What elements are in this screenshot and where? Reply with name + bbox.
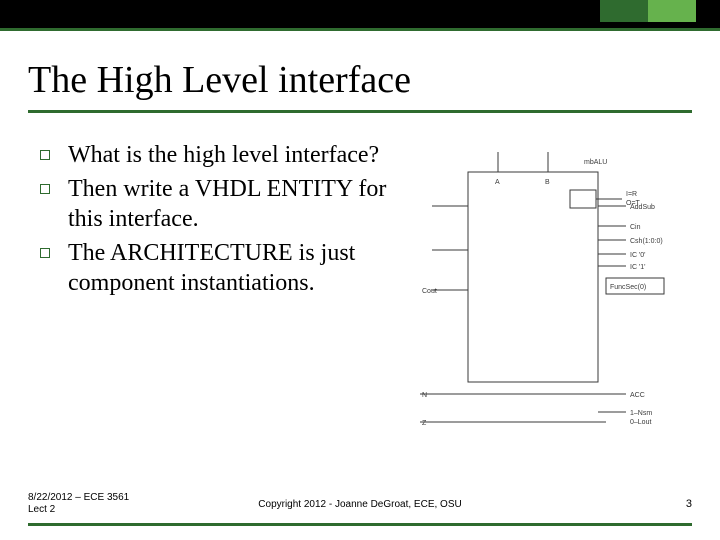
bullet-text: Then write a VHDL ENTITY for this interf… — [68, 174, 400, 234]
svg-text:Cout: Cout — [422, 288, 437, 295]
bullet-icon — [40, 150, 50, 160]
block-diagram: mbALUFuncSec(0)ABCoutNZAddSubCinCsh(1:0:… — [420, 150, 690, 440]
bullet-icon — [40, 184, 50, 194]
svg-text:ACC: ACC — [630, 392, 645, 399]
slide-title: The High Level interface — [28, 58, 411, 102]
list-item: The ARCHITECTURE is just component insta… — [40, 238, 400, 298]
svg-text:I=R: I=R — [626, 191, 637, 198]
svg-text:Z: Z — [422, 420, 427, 427]
svg-text:Cin: Cin — [630, 224, 641, 231]
page-number: 3 — [686, 498, 692, 510]
accent-box-1 — [600, 0, 648, 22]
list-item: Then write a VHDL ENTITY for this interf… — [40, 174, 400, 234]
footer-underline — [28, 523, 692, 526]
svg-text:B: B — [545, 179, 550, 186]
svg-text:IC '0': IC '0' — [630, 252, 646, 259]
svg-text:A: A — [495, 179, 500, 186]
bullet-list: What is the high level interface? Then w… — [40, 140, 400, 302]
svg-text:O=T: O=T — [626, 200, 641, 207]
accent-box-2 — [648, 0, 696, 22]
title-underline — [28, 110, 692, 113]
bullet-text: What is the high level interface? — [68, 140, 379, 170]
svg-text:0–Lout: 0–Lout — [630, 419, 651, 426]
header-underline — [0, 28, 720, 31]
footer-copyright: Copyright 2012 - Joanne DeGroat, ECE, OS… — [0, 499, 720, 510]
svg-text:FuncSec(0): FuncSec(0) — [610, 284, 646, 291]
bullet-icon — [40, 248, 50, 258]
header-band — [0, 0, 720, 28]
svg-text:Csh(1:0:0): Csh(1:0:0) — [630, 238, 663, 245]
svg-text:IC '1': IC '1' — [630, 264, 646, 271]
list-item: What is the high level interface? — [40, 140, 400, 170]
svg-text:1–Nsm: 1–Nsm — [630, 410, 652, 417]
svg-text:N: N — [422, 392, 427, 399]
bullet-text: The ARCHITECTURE is just component insta… — [68, 238, 400, 298]
svg-text:mbALU: mbALU — [584, 159, 607, 166]
